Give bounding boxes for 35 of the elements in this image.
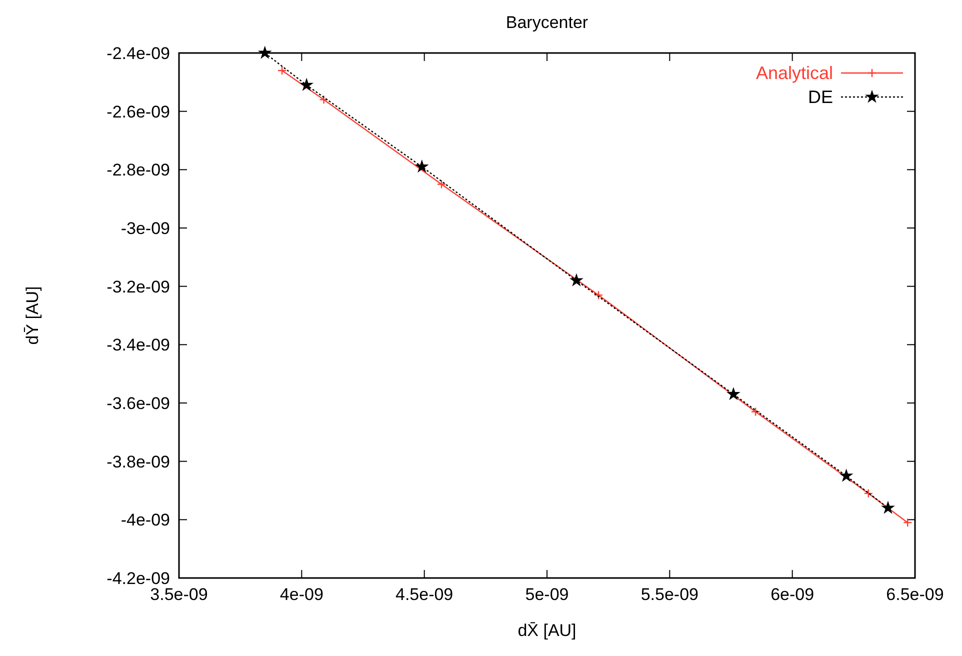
y-tick-label: -4e-09 xyxy=(120,510,170,530)
legend-label: DE xyxy=(808,87,833,107)
point xyxy=(319,95,328,104)
point xyxy=(903,518,912,528)
point xyxy=(881,500,895,514)
y-tick-label: -3.8e-09 xyxy=(106,452,170,472)
point xyxy=(726,386,740,400)
point xyxy=(300,78,314,91)
point xyxy=(277,66,287,76)
point xyxy=(839,468,854,482)
point xyxy=(594,290,604,300)
point xyxy=(569,273,584,286)
y-axis-title: dȲ [AU] xyxy=(23,286,42,345)
x-axis-title: dX̄ [AU] xyxy=(518,621,576,640)
legend-label: Analytical xyxy=(756,63,833,83)
x-tick-label: 4e-09 xyxy=(280,585,324,604)
point xyxy=(864,488,873,498)
x-tick-label: 6.5e-09 xyxy=(886,585,944,604)
y-tick-label: -2.6e-09 xyxy=(106,102,170,122)
x-tick-label: 6e-09 xyxy=(770,585,814,604)
y-tick-label: -3.2e-09 xyxy=(106,277,170,296)
y-tick-label: -4.2e-09 xyxy=(106,569,170,588)
y-tick-label: -2.8e-09 xyxy=(106,160,170,180)
x-tick-label: 5e-09 xyxy=(525,585,569,604)
point xyxy=(436,180,446,189)
y-tick-label: -2.4e-09 xyxy=(106,44,170,63)
y-tick-label: -3e-09 xyxy=(120,219,170,238)
point xyxy=(414,159,429,173)
x-tick-label: 3.5e-09 xyxy=(150,585,208,604)
x-tick-label: 4.5e-09 xyxy=(395,585,454,604)
point xyxy=(750,407,760,416)
y-tick-label: -3.4e-09 xyxy=(106,336,170,355)
y-tick-label: -3.6e-09 xyxy=(106,394,170,413)
x-tick-label: 5.5e-09 xyxy=(640,585,699,604)
chart-title: Barycenter xyxy=(506,13,588,32)
